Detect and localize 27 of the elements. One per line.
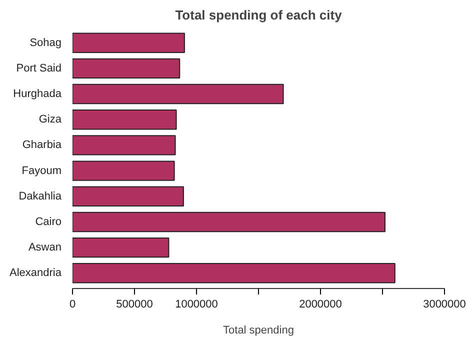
bar <box>72 58 180 79</box>
y-tick-label: Gharbia <box>22 139 62 152</box>
x-tick-label: 3000000 <box>423 298 466 310</box>
x-tick-label: 0 <box>69 298 76 310</box>
y-tick-label: Hurghada <box>13 88 62 100</box>
bar <box>72 212 386 232</box>
chart-title: Total spending of each city <box>175 8 343 22</box>
bar <box>72 135 176 156</box>
bar <box>72 263 396 284</box>
y-tick-label: Dakahlia <box>18 190 62 202</box>
y-tick-label: Port Said <box>16 62 62 74</box>
y-tick-label: Giza <box>38 114 62 126</box>
bar <box>72 110 177 130</box>
y-tick-label: Fayoum <box>22 164 62 177</box>
bar <box>72 160 175 181</box>
x-axis-title: Total spending <box>223 324 294 336</box>
bar <box>72 237 170 258</box>
x-tick-label: 1000000 <box>175 298 218 310</box>
y-tick-label: Aswan <box>28 242 62 254</box>
x-tick-label: 2000000 <box>299 298 342 310</box>
bar <box>72 186 184 206</box>
y-tick-label: Alexandria <box>10 267 62 280</box>
y-tick-label: Cairo <box>35 216 62 228</box>
bar <box>72 84 284 104</box>
x-tick-label: 500000 <box>116 298 153 310</box>
y-tick-label: Sohag <box>30 36 62 49</box>
bar <box>72 32 185 53</box>
